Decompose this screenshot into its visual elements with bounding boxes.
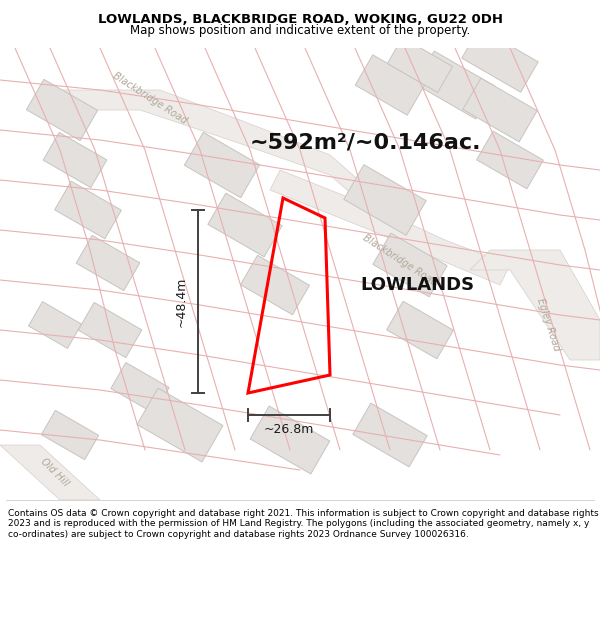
Polygon shape [476,131,544,189]
Polygon shape [111,362,169,414]
Text: ~592m²/~0.146ac.: ~592m²/~0.146ac. [250,132,482,152]
Polygon shape [250,406,330,474]
Text: Blackbridge Road: Blackbridge Road [111,71,189,126]
Polygon shape [386,301,454,359]
Polygon shape [40,90,370,210]
Polygon shape [373,233,447,297]
Polygon shape [78,302,142,358]
Polygon shape [415,51,495,119]
Polygon shape [470,250,600,360]
Polygon shape [463,78,537,142]
Polygon shape [55,181,121,239]
Polygon shape [184,132,260,198]
Text: Old Hill: Old Hill [39,456,71,488]
Text: LOWLANDS: LOWLANDS [360,276,474,294]
Polygon shape [0,445,100,500]
Polygon shape [76,236,140,291]
Text: Egley Road: Egley Road [535,298,561,352]
Text: LOWLANDS, BLACKBRIDGE ROAD, WOKING, GU22 0DH: LOWLANDS, BLACKBRIDGE ROAD, WOKING, GU22… [97,14,503,26]
Polygon shape [137,388,223,462]
Text: Map shows position and indicative extent of the property.: Map shows position and indicative extent… [130,24,470,38]
Polygon shape [241,255,310,315]
Polygon shape [270,170,510,285]
Polygon shape [388,38,452,92]
Polygon shape [355,55,425,115]
Text: ~48.4m: ~48.4m [175,276,188,327]
Text: Contains OS data © Crown copyright and database right 2021. This information is : Contains OS data © Crown copyright and d… [8,509,598,539]
Polygon shape [353,403,427,467]
Polygon shape [41,411,98,459]
Polygon shape [462,28,538,92]
Text: Blackbridge Road: Blackbridge Road [361,232,439,288]
Text: ~26.8m: ~26.8m [264,423,314,436]
Polygon shape [29,302,82,348]
Polygon shape [43,132,107,188]
Polygon shape [344,164,426,236]
Polygon shape [26,79,98,141]
Polygon shape [208,193,282,257]
